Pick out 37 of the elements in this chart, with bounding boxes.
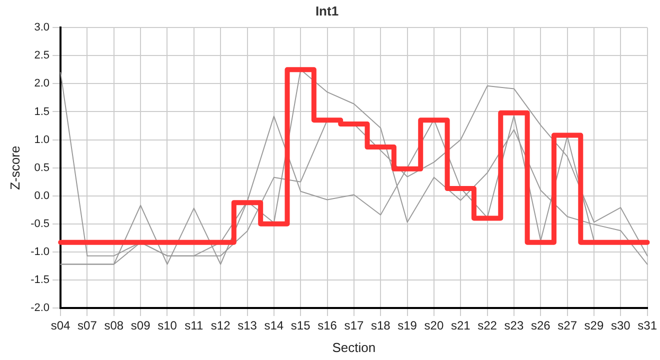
- x-tick-label: s10: [158, 318, 178, 333]
- y-axis-title: Z-score: [7, 146, 22, 190]
- y-tick-label: 3.0: [34, 22, 50, 34]
- y-tick-label: 2.0: [34, 78, 50, 90]
- chart-title: Int1: [315, 3, 339, 18]
- y-tick-label: -0.5: [30, 218, 50, 230]
- x-tick-label: s19: [398, 318, 418, 333]
- y-tick-label: 0.0: [34, 190, 50, 202]
- x-tick-label: s29: [584, 318, 604, 333]
- x-tick-label: s16: [318, 318, 338, 333]
- x-tick-label: s07: [78, 318, 98, 333]
- y-tick-label: 1.5: [34, 106, 50, 118]
- x-tick-label: s08: [104, 318, 124, 333]
- x-tick-label: s21: [450, 318, 471, 333]
- y-tick-label: 0.5: [34, 162, 50, 174]
- x-tick-label: s27: [558, 318, 578, 333]
- x-tick-label: s30: [610, 318, 631, 333]
- x-tick-label: s26: [530, 318, 551, 333]
- y-tick-label: 1.0: [34, 134, 50, 146]
- y-tick-label: -1.5: [30, 274, 50, 286]
- y-tick-label: -1.0: [30, 246, 50, 258]
- x-tick-label: s18: [370, 318, 391, 333]
- y-tick-label: 2.5: [34, 50, 50, 62]
- x-tick-label: s12: [210, 318, 231, 333]
- x-tick-label: s20: [424, 318, 444, 333]
- y-tick-label: -2.0: [30, 302, 50, 314]
- x-axis-title: Section: [332, 340, 376, 355]
- x-tick-label: s22: [478, 318, 498, 333]
- x-tick-label: s13: [238, 318, 258, 333]
- x-tick-label: s31: [638, 318, 658, 333]
- x-tick-label: s11: [184, 318, 204, 333]
- x-tick-label: s23: [504, 318, 524, 333]
- x-tick-label: s09: [130, 318, 151, 333]
- x-tick-label: s17: [344, 318, 364, 333]
- x-tick-label: s15: [290, 318, 311, 333]
- x-tick-label: s04: [50, 318, 71, 333]
- x-tick-label: s14: [264, 318, 284, 333]
